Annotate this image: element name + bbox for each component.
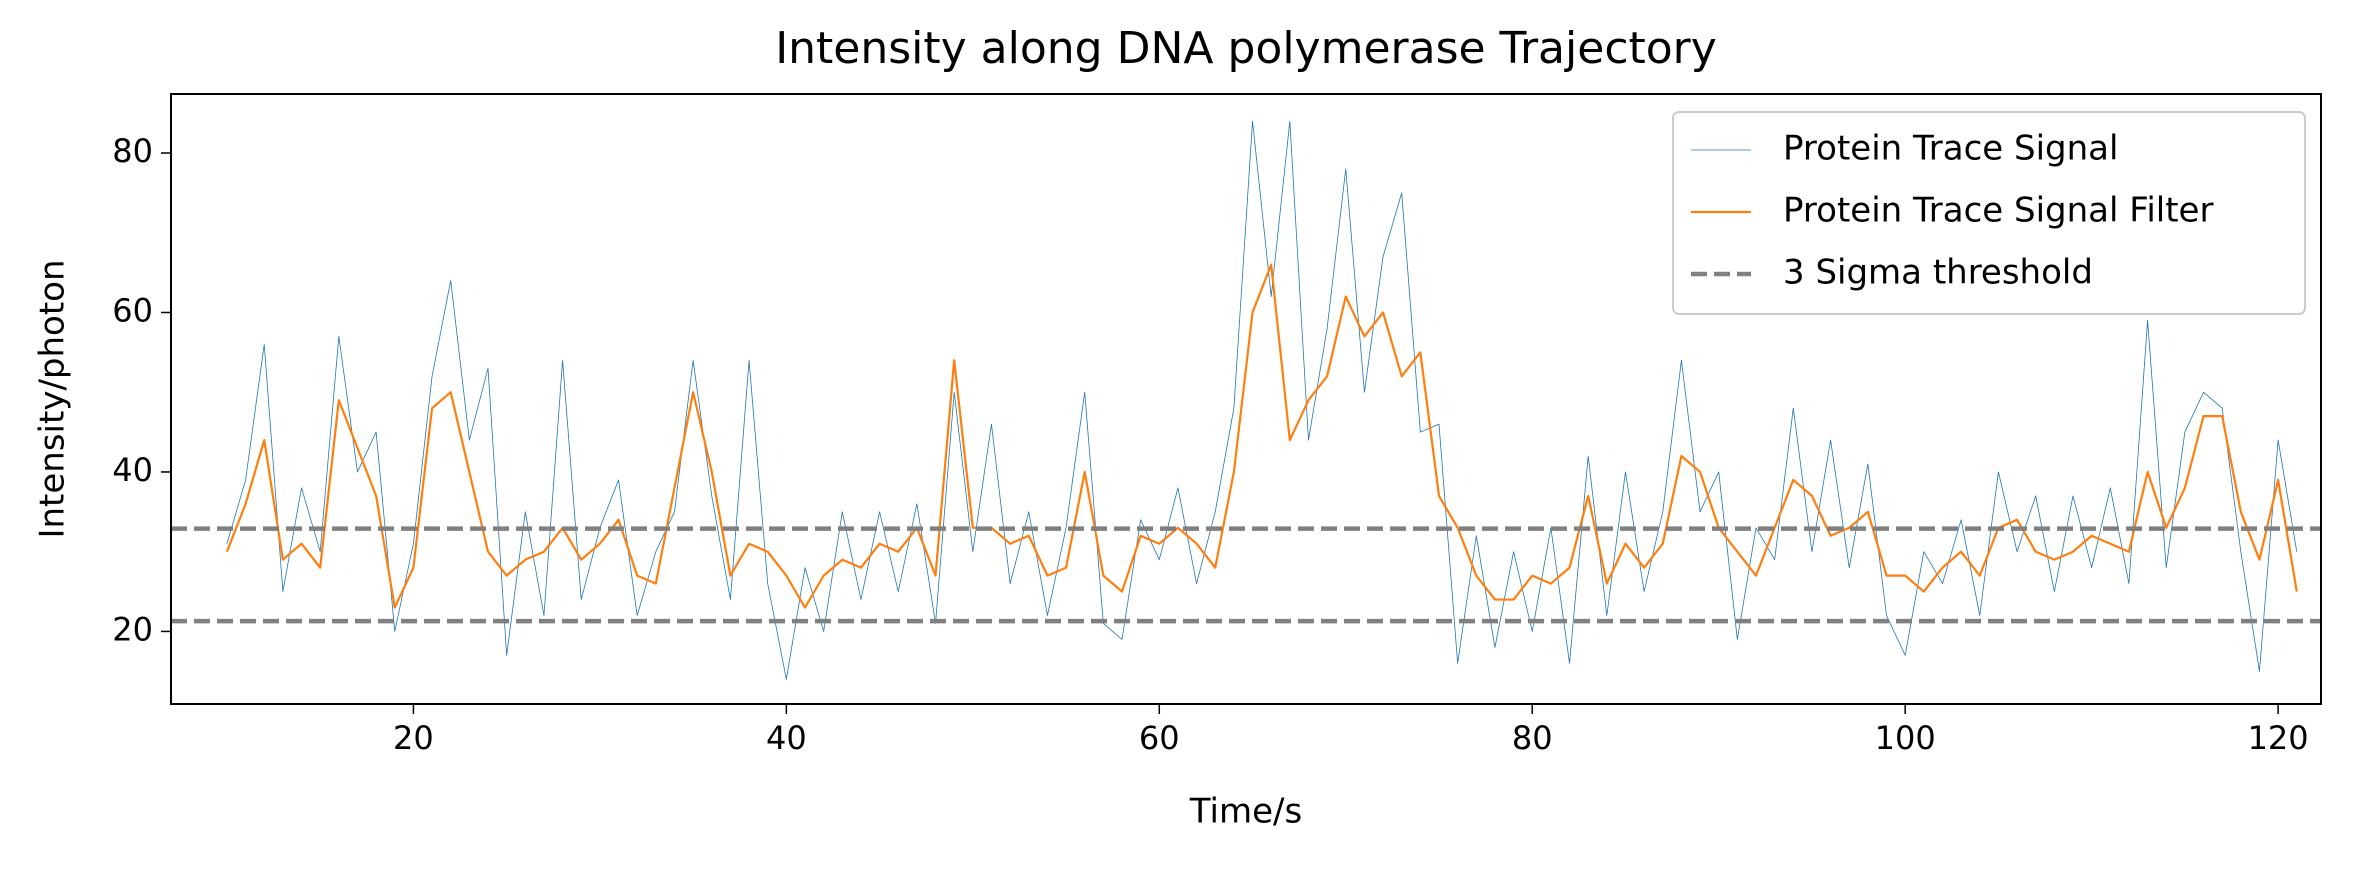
x-tick-label: 100 bbox=[1875, 719, 1936, 757]
y-tick-label: 60 bbox=[112, 291, 153, 329]
x-tick-label: 20 bbox=[393, 719, 434, 757]
y-tick-label: 20 bbox=[112, 610, 153, 648]
x-tick-label: 80 bbox=[1512, 719, 1553, 757]
legend-box bbox=[1672, 111, 2306, 315]
y-tick-label: 80 bbox=[112, 132, 153, 170]
legend-label: Protein Trace Signal Filter bbox=[1783, 191, 2213, 231]
chart-title: Intensity along DNA polymerase Trajector… bbox=[775, 23, 1717, 74]
legend-label: 3 Sigma threshold bbox=[1783, 253, 2093, 293]
plot-frame bbox=[170, 93, 2322, 705]
x-axis-label: Time/s bbox=[1189, 792, 1302, 832]
y-axis-label: Intensity/photon bbox=[33, 259, 73, 538]
data-line bbox=[226, 120, 2298, 680]
legend-label: Protein Trace Signal bbox=[1783, 129, 2118, 169]
x-tick-label: 60 bbox=[1139, 719, 1180, 757]
x-tick-label: 120 bbox=[2248, 719, 2309, 757]
y-tick-label: 40 bbox=[112, 451, 153, 489]
x-tick-label: 40 bbox=[766, 719, 807, 757]
data-line bbox=[225, 263, 2298, 609]
